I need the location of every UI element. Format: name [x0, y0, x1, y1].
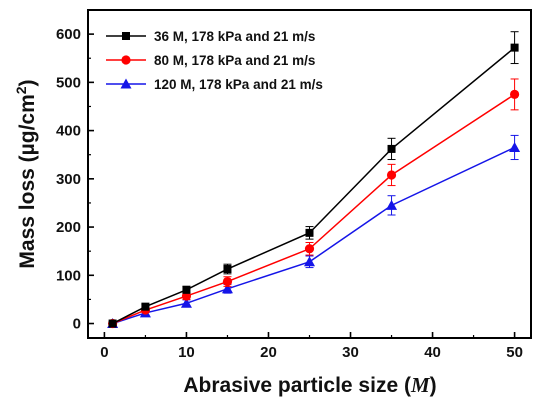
data-point — [509, 141, 521, 152]
data-point — [223, 265, 232, 274]
legend: 36 M, 178 kPa and 21 m/s 80 M, 178 kPa an… — [106, 29, 323, 92]
x-tick-label: 30 — [342, 344, 359, 361]
data-point — [222, 276, 233, 287]
y-tick-label: 400 — [56, 123, 81, 140]
x-tick-label: 20 — [260, 344, 277, 361]
series-circle — [108, 78, 520, 329]
y-axis-title: Mass loss (µg/cm2) — [13, 79, 39, 268]
x-axis: 0 10 20 30 40 50 — [100, 332, 523, 361]
y-tick-label: 600 — [56, 26, 81, 43]
y-tick-label: 200 — [56, 219, 81, 236]
x-tick-label: 40 — [424, 344, 441, 361]
data-point — [386, 170, 397, 180]
data-point — [387, 144, 396, 153]
data-point — [510, 43, 519, 52]
legend-marker — [122, 32, 130, 40]
legend-label: 80 M, 178 kPa and 21 m/s — [154, 53, 315, 68]
data-point — [180, 297, 192, 308]
x-axis-title: Abrasive particle size (M) — [183, 373, 436, 397]
data-point — [141, 302, 150, 311]
data-point — [509, 89, 520, 100]
series-layer — [107, 31, 521, 329]
y-axis: 0 100 200 300 400 500 600 — [56, 26, 94, 333]
data-point — [386, 199, 398, 210]
series-triangle — [107, 134, 521, 329]
y-tick-label: 100 — [56, 267, 81, 284]
x-tick-label: 0 — [100, 344, 108, 361]
x-tick-label: 50 — [506, 344, 523, 361]
legend-label: 36 M, 178 kPa and 21 m/s — [154, 29, 315, 44]
legend-marker — [121, 55, 131, 65]
data-point — [182, 285, 191, 294]
series-line — [112, 93, 516, 325]
data-point — [108, 319, 117, 328]
y-tick-label: 0 — [73, 316, 81, 333]
series-line — [112, 146, 515, 325]
y-tick-label: 300 — [56, 171, 81, 188]
data-point — [305, 228, 314, 237]
data-point — [221, 283, 233, 294]
x-tick-label: 10 — [178, 344, 195, 361]
y-tick-label: 500 — [56, 74, 81, 91]
legend-label: 120 M, 178 kPa and 21 m/s — [154, 77, 323, 92]
legend-marker — [120, 78, 132, 89]
data-point — [304, 256, 315, 267]
series-square — [108, 31, 519, 328]
data-point — [304, 244, 315, 254]
